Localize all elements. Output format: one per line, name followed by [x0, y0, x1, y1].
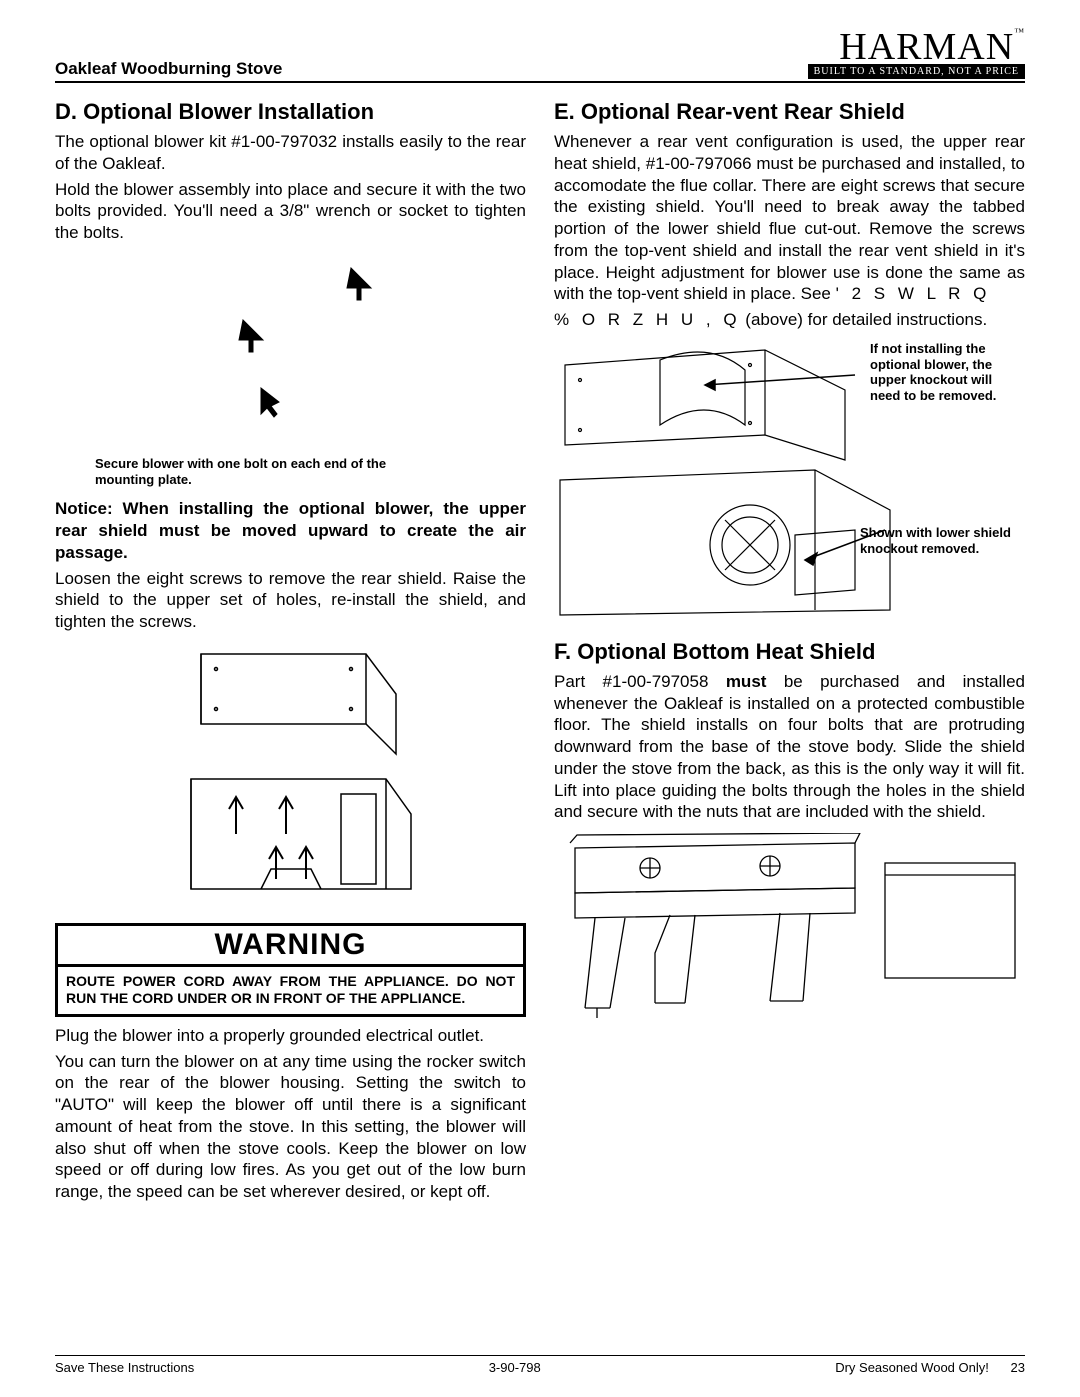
f-p1b-must: must [726, 672, 767, 691]
manual-page: Oakleaf Woodburning Stove HARMAN™ BUILT … [0, 0, 1080, 1397]
garbled-text-3: (above) for detailed instructions. [745, 310, 987, 329]
f-p1c: be purchased and installed whenever the … [554, 672, 1025, 822]
right-column: E. Optional Rear-vent Rear Shield Whenev… [554, 93, 1025, 1207]
garbled-text-2: % O R Z H U , Q [554, 310, 741, 329]
figure3-callout-2: Shown with lower shield knockout removed… [860, 525, 1025, 556]
content-columns: D. Optional Blower Installation The opti… [55, 93, 1025, 1207]
brand-logo: HARMAN™ [808, 30, 1025, 64]
figure-bottom-heat-shield [554, 833, 1025, 1033]
warning-box: WARNING ROUTE POWER CORD AWAY FROM THE A… [55, 923, 526, 1017]
figure-rear-shield-raise [55, 639, 526, 909]
section-d-p3: Loosen the eight screws to remove the re… [55, 568, 526, 633]
section-f-p1: Part #1-00-797058 must be purchased and … [554, 671, 1025, 823]
figure-blower-arrows [55, 250, 526, 450]
section-e-p1-line2: % O R Z H U , Q (above) for detailed ins… [554, 309, 1025, 331]
document-title: Oakleaf Woodburning Stove [55, 59, 282, 79]
brand-block: HARMAN™ BUILT TO A STANDARD, NOT A PRICE [808, 30, 1025, 79]
section-e-p1: Whenever a rear vent configuration is us… [554, 131, 1025, 305]
e-p1a: Whenever a rear vent configuration is us… [554, 132, 1025, 303]
section-d-p5: You can turn the blower on at any time u… [55, 1051, 526, 1203]
warning-title: WARNING [58, 926, 523, 967]
footer-right-text: Dry Seasoned Wood Only! [835, 1360, 989, 1375]
page-footer: Save These Instructions 3-90-798 Dry Sea… [55, 1355, 1025, 1375]
f-p1a: Part #1-00-797058 [554, 672, 726, 691]
section-f-title: F. Optional Bottom Heat Shield [554, 639, 1025, 665]
section-d-p4: Plug the blower into a properly grounded… [55, 1025, 526, 1047]
section-d-p1: The optional blower kit #1-00-797032 ins… [55, 131, 526, 175]
section-d-p2: Hold the blower assembly into place and … [55, 179, 526, 244]
section-e-title: E. Optional Rear-vent Rear Shield [554, 99, 1025, 125]
trademark-icon: ™ [1014, 27, 1025, 38]
warning-body: ROUTE POWER CORD AWAY FROM THE APPLIANCE… [58, 967, 523, 1014]
figure-rear-vent-shield: If not installing the optional blower, t… [554, 335, 1025, 625]
blower-notice: Notice: When installing the optional blo… [55, 498, 526, 563]
footer-left: Save These Instructions [55, 1360, 194, 1375]
garbled-text-1: ' 2 S W L R Q [836, 284, 991, 303]
page-header: Oakleaf Woodburning Stove HARMAN™ BUILT … [55, 30, 1025, 83]
figure3-callout-1: If not installing the optional blower, t… [870, 341, 1025, 403]
footer-center: 3-90-798 [489, 1360, 541, 1375]
section-d-title: D. Optional Blower Installation [55, 99, 526, 125]
brand-name-text: HARMAN [839, 26, 1014, 68]
figure1-caption: Secure blower with one bolt on each end … [55, 456, 435, 489]
footer-right: Dry Seasoned Wood Only! 23 [835, 1360, 1025, 1375]
left-column: D. Optional Blower Installation The opti… [55, 93, 526, 1207]
page-number: 23 [1011, 1360, 1025, 1375]
